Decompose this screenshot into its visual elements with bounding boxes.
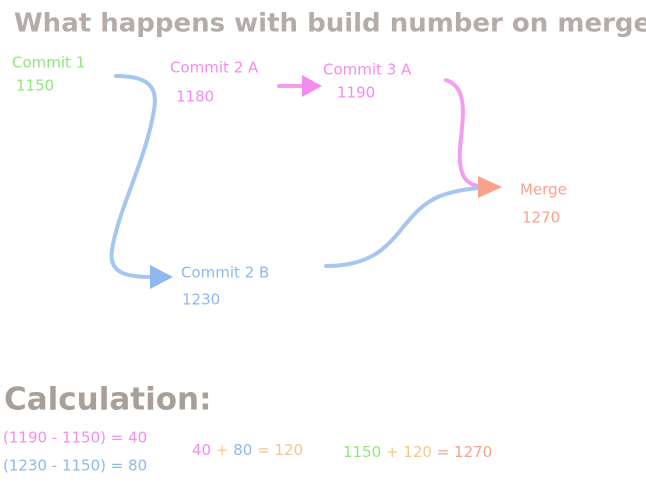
arrowhead	[478, 176, 502, 198]
arrow	[324, 186, 486, 268]
node-number: 1230	[182, 291, 220, 309]
node-number: 1190	[337, 84, 375, 102]
calc-part: = 120	[257, 441, 303, 459]
node-number: 1270	[522, 209, 560, 227]
title: What happens with build number on merge?	[14, 9, 646, 39]
calc-line: 1150 + 120 = 1270	[343, 443, 492, 461]
calc-part: 80	[233, 441, 252, 459]
node-label: Commit 3 A	[323, 61, 412, 79]
node-label: Merge	[520, 181, 567, 199]
calc-line: 40 + 80 = 120	[192, 441, 303, 459]
calculation-heading: Calculation:	[4, 382, 212, 418]
arrow	[444, 78, 486, 189]
node-number: 1150	[16, 77, 54, 95]
node-label: Commit 1	[12, 54, 85, 72]
node-label: Commit 2 A	[170, 59, 259, 77]
arrows	[109, 74, 486, 279]
arrow	[109, 74, 157, 279]
node-label: Commit 2 B	[181, 264, 269, 282]
calc-line: (1190 - 1150) = 40	[3, 429, 147, 447]
calc-part: 1150	[343, 443, 381, 461]
calc-part: + 120	[386, 443, 432, 461]
calc-part: 40	[192, 441, 211, 459]
arrowhead	[150, 265, 173, 289]
calc-line: (1230 - 1150) = 80	[3, 457, 147, 475]
calc-part: = 1270	[437, 443, 493, 461]
arrowhead	[302, 75, 322, 97]
calc-part: +	[216, 441, 229, 459]
node-number: 1180	[176, 88, 214, 106]
